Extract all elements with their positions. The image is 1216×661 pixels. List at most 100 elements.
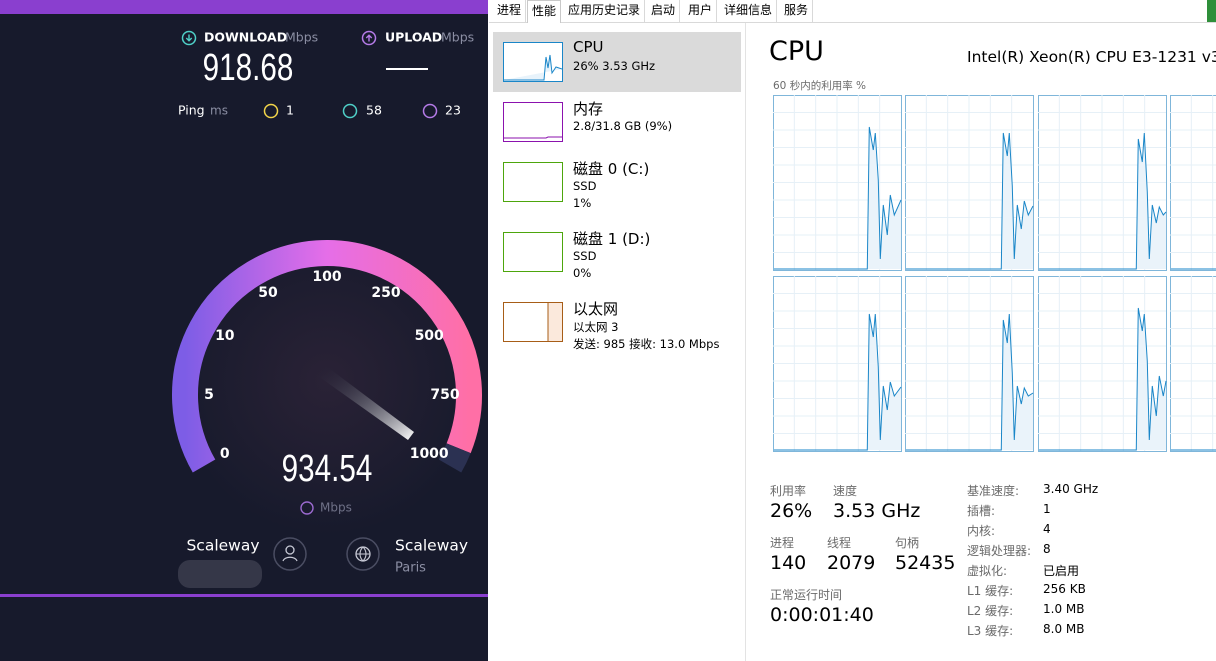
server-icon[interactable] <box>346 537 380 571</box>
sidebar-detail: 2.8/31.8 GB (9%) <box>573 119 673 133</box>
stat-label: 进程 <box>770 536 795 550</box>
sidebar-detail: 以太网 3 <box>573 320 619 334</box>
gauge-unit-icon <box>300 501 314 515</box>
detail-label: L3 缓存: <box>967 624 1014 638</box>
tab[interactable]: 服务 <box>780 0 814 22</box>
download-value: 918.68 <box>203 47 294 89</box>
stat-label: 利用率 <box>770 484 807 498</box>
cpu-graphs <box>773 95 1216 452</box>
server-icon-glyph <box>356 546 370 562</box>
graph-line <box>774 126 902 270</box>
graph-line <box>774 313 902 451</box>
server-location: Paris <box>395 561 426 576</box>
detail-value: 1 <box>1043 502 1051 516</box>
gauge-tick-label: 0 <box>220 446 230 462</box>
sidebar-thumbnail <box>503 232 563 272</box>
sidebar-title: 磁盘 0 (C:) <box>573 160 650 178</box>
sidebar-thumbnail <box>503 102 563 142</box>
sidebar-thumbnail <box>503 302 563 342</box>
redacted-blur <box>178 560 262 588</box>
gauge-tick-label: 100 <box>312 269 341 285</box>
graph-area <box>1039 133 1166 269</box>
stat-label: 正常运行时间 <box>770 588 843 602</box>
tab[interactable]: 进程 <box>493 0 527 22</box>
graph-area <box>906 133 1033 269</box>
stat-label: 线程 <box>827 536 852 550</box>
stat-value: 26% <box>770 500 813 522</box>
ping-download: 58 <box>366 103 382 118</box>
host-icon[interactable] <box>273 537 307 571</box>
ping-download-icon <box>342 103 358 119</box>
graph-line <box>906 313 1034 451</box>
gauge-value: 934.54 <box>282 448 373 490</box>
perf-title: CPU <box>769 36 824 67</box>
tab-selected[interactable]: 性能 <box>527 0 562 23</box>
stat-value: 3.53 GHz <box>833 500 921 522</box>
download-unit: Mbps <box>285 30 318 45</box>
detail-value: 256 KB <box>1043 582 1086 596</box>
gauge-unit: Mbps <box>320 501 352 515</box>
gauge-tick-label: 250 <box>371 285 400 301</box>
stat-label: 句柄 <box>895 536 920 550</box>
tab[interactable]: 启动 <box>647 0 681 22</box>
gauge-arc-end <box>438 443 471 473</box>
graph-line <box>1039 307 1167 451</box>
download-label: DOWNLOAD <box>204 30 287 45</box>
sidebar-detail: 0% <box>573 266 592 280</box>
stat-value: 0:00:01:40 <box>770 604 874 626</box>
speedtest-canvas: DOWNLOAD Mbps 918.68 UPLOAD Mbps Ping ms… <box>0 0 488 597</box>
thumb-graph <box>504 136 562 139</box>
gauge-tick-label: 50 <box>258 285 278 301</box>
download-icon <box>181 30 197 46</box>
tab[interactable]: 应用历史记录 <box>564 0 646 22</box>
detail-label: 基准速度: <box>967 484 1020 498</box>
gauge-arc <box>172 240 482 473</box>
detail-label: 虚拟化: <box>967 564 1008 578</box>
tab[interactable]: 详细信息 <box>720 0 778 22</box>
graph-line <box>1039 132 1167 270</box>
task-manager: 进程 性能 应用历史记录 启动 用户 详细信息 服务 CPU 26% 3.53 G… <box>489 0 1216 661</box>
detail-label: 逻辑处理器: <box>967 544 1032 558</box>
sidebar-title: 内存 <box>573 100 604 118</box>
speedtest-panel: DOWNLOAD Mbps 918.68 UPLOAD Mbps Ping ms… <box>0 0 488 661</box>
sidebar-thumbnail <box>503 162 563 202</box>
sidebar-title: 磁盘 1 (D:) <box>573 230 651 248</box>
tab[interactable]: 用户 <box>684 0 718 22</box>
gauge-tick-label: 10 <box>215 328 235 344</box>
server-isp: Scaleway <box>395 537 468 555</box>
stat-value: 52435 <box>895 552 956 574</box>
gauge-tick-label: 750 <box>430 387 459 403</box>
jitter-icon <box>263 103 279 119</box>
stat-value: 2079 <box>827 552 876 574</box>
graph-caption: 60 秒内的利用率 % <box>773 80 867 92</box>
detail-value: 4 <box>1043 522 1051 536</box>
stat-label: 速度 <box>833 484 858 498</box>
detail-value: 3.40 GHz <box>1043 482 1099 496</box>
gauge-tick-label: 1000 <box>410 446 449 462</box>
sidebar-detail: 发送: 985 接收: 13.0 Mbps <box>573 337 720 351</box>
stat-value: 140 <box>770 552 807 574</box>
detail-value: 1.0 MB <box>1043 602 1085 616</box>
sidebar-detail: 26% 3.53 GHz <box>573 59 656 73</box>
graph-area <box>1039 308 1166 450</box>
bottom-bar <box>0 594 488 597</box>
window-edge <box>1207 0 1216 22</box>
ping-upload: 23 <box>445 103 461 118</box>
ping-unit: ms <box>210 104 228 118</box>
detail-value: 8.0 MB <box>1043 622 1085 636</box>
ping-label: Ping <box>178 103 205 118</box>
ping-upload-icon <box>422 103 438 119</box>
sidebar-detail: SSD <box>573 179 597 193</box>
detail-label: L1 缓存: <box>967 584 1014 598</box>
sidebar-detail: SSD <box>573 249 597 263</box>
gauge-needle <box>318 366 414 440</box>
thumb-graph <box>504 54 563 81</box>
gauge-tick-label: 5 <box>204 387 214 403</box>
thumb-graph <box>547 303 562 341</box>
detail-value: 已启用 <box>1043 564 1080 578</box>
upload-label: UPLOAD <box>385 30 442 45</box>
sidebar-thumbnail <box>503 42 563 82</box>
sidebar-title: CPU <box>573 38 604 56</box>
detail-label: 内核: <box>967 524 996 538</box>
